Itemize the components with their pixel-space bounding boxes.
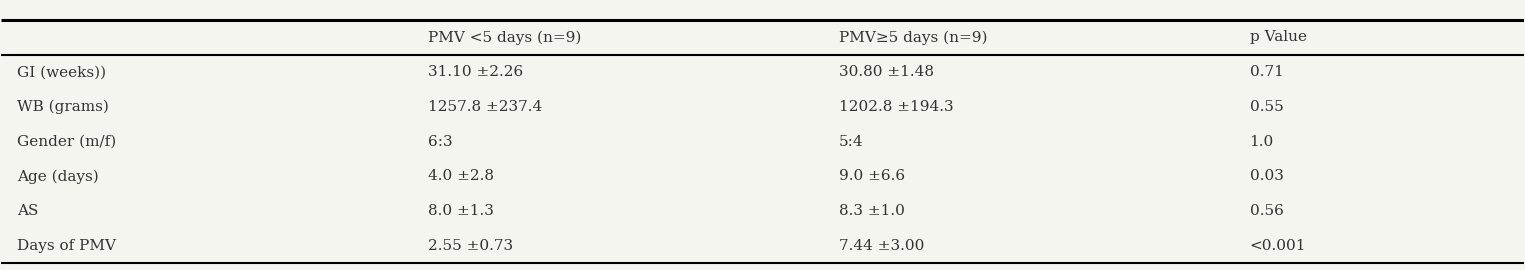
Text: 30.80 ±1.48: 30.80 ±1.48	[839, 65, 933, 79]
Text: 9.0 ±6.6: 9.0 ±6.6	[839, 169, 904, 183]
Text: 4.0 ±2.8: 4.0 ±2.8	[427, 169, 494, 183]
Text: 31.10 ±2.26: 31.10 ±2.26	[427, 65, 523, 79]
Text: 1257.8 ±237.4: 1257.8 ±237.4	[427, 100, 541, 114]
Text: PMV≥5 days (n=9): PMV≥5 days (n=9)	[839, 30, 987, 45]
Text: 0.03: 0.03	[1249, 169, 1284, 183]
Text: GI (weeks)): GI (weeks))	[17, 65, 105, 79]
Text: 2.55 ±0.73: 2.55 ±0.73	[427, 239, 512, 253]
Text: p Value: p Value	[1249, 31, 1307, 45]
Text: WB (grams): WB (grams)	[17, 100, 108, 114]
Text: 0.71: 0.71	[1249, 65, 1284, 79]
Text: Age (days): Age (days)	[17, 169, 98, 184]
Text: Gender (m/f): Gender (m/f)	[17, 135, 116, 149]
Text: AS: AS	[17, 204, 38, 218]
Text: <0.001: <0.001	[1249, 239, 1305, 253]
Text: 6:3: 6:3	[427, 135, 453, 149]
Text: 1.0: 1.0	[1249, 135, 1273, 149]
Text: 5:4: 5:4	[839, 135, 863, 149]
Text: Days of PMV: Days of PMV	[17, 239, 116, 253]
Text: 1202.8 ±194.3: 1202.8 ±194.3	[839, 100, 953, 114]
Text: 8.3 ±1.0: 8.3 ±1.0	[839, 204, 904, 218]
Text: 8.0 ±1.3: 8.0 ±1.3	[427, 204, 494, 218]
Text: PMV <5 days (n=9): PMV <5 days (n=9)	[427, 30, 581, 45]
Text: 7.44 ±3.00: 7.44 ±3.00	[839, 239, 924, 253]
Text: 0.55: 0.55	[1249, 100, 1284, 114]
Text: 0.56: 0.56	[1249, 204, 1284, 218]
